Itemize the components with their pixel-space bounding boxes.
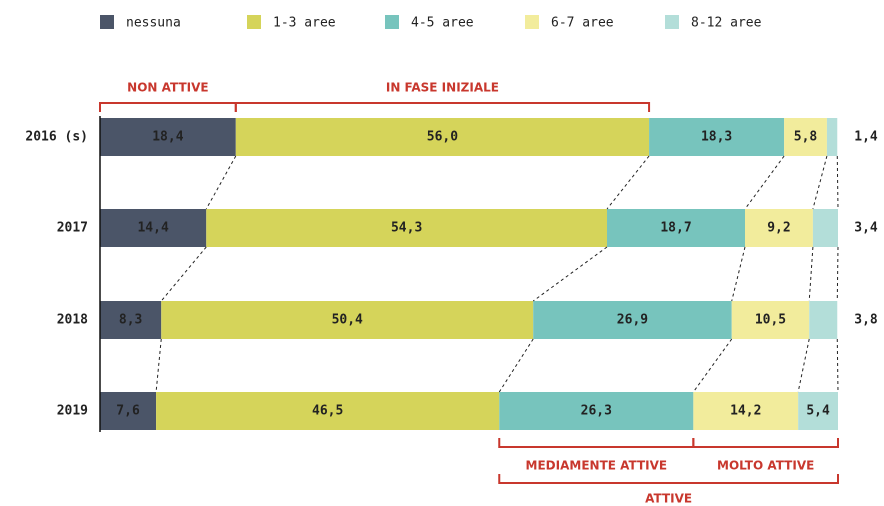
value-label: 14,4: [137, 221, 168, 236]
bar-segment: [499, 392, 694, 430]
bar-segment: [533, 301, 732, 339]
value-label: 26,9: [617, 313, 648, 328]
bracket: [498, 438, 695, 448]
category-label: 2019: [57, 404, 88, 419]
bracket: [498, 474, 839, 484]
connector: [532, 246, 608, 302]
legend-swatch: [100, 15, 114, 29]
value-label: 14,2: [730, 404, 761, 419]
bar-segment: [731, 301, 810, 339]
annotation: NON ATTIVE: [127, 81, 208, 95]
bar-segment: [235, 118, 650, 156]
value-label: 8,3: [119, 313, 142, 328]
connector: [797, 338, 810, 393]
legend-label: 1-3 aree: [273, 16, 336, 31]
bar-segment: [745, 209, 813, 247]
annotation: ATTIVE: [645, 492, 692, 506]
bar-segment: [649, 118, 785, 156]
bar-segment: [607, 209, 746, 247]
bar-segment: [100, 118, 236, 156]
value-label: 18,4: [152, 130, 183, 145]
bar-segment: [693, 392, 799, 430]
category-label: 2018: [57, 313, 88, 328]
value-label: 46,5: [312, 404, 343, 419]
legend-label: 6-7 aree: [551, 16, 614, 31]
category-label: 2016 (s): [25, 130, 88, 145]
value-label: 10,5: [755, 313, 786, 328]
connector: [155, 338, 162, 393]
bar-segment: [784, 118, 827, 156]
value-label: 7,6: [116, 404, 140, 419]
value-label: 9,2: [767, 221, 790, 236]
bar-segment: [100, 209, 207, 247]
bracket: [692, 438, 839, 448]
value-label: 54,3: [391, 221, 422, 236]
value-label: 1,4: [854, 130, 878, 145]
legend-swatch: [247, 15, 261, 29]
connector: [606, 155, 650, 210]
bracket: [99, 102, 237, 112]
annotation: MOLTO ATTIVE: [717, 459, 814, 473]
bracket: [234, 102, 651, 112]
value-label: 26,3: [581, 404, 612, 419]
value-label: 3,8: [854, 313, 878, 328]
connector: [836, 338, 839, 393]
value-label: 18,3: [701, 130, 732, 145]
connector: [836, 155, 839, 210]
value-label: 5,8: [794, 130, 818, 145]
annotation: MEDIAMENTE ATTIVE: [526, 459, 668, 473]
connector: [205, 155, 237, 210]
bar-segment: [100, 392, 157, 430]
bar-segment: [156, 392, 500, 430]
bar-segment: [100, 301, 162, 339]
legend-label: 8-12 aree: [691, 16, 762, 31]
bar-segment: [161, 301, 534, 339]
bar-segment: [826, 118, 838, 156]
connector: [692, 338, 733, 393]
bar-segment: [206, 209, 608, 247]
legend-label: nessuna: [126, 16, 181, 31]
bar-segment: [798, 392, 838, 430]
value-label: 3,4: [854, 221, 878, 236]
connector: [744, 155, 785, 210]
annotation: IN FASE INIZIALE: [386, 81, 499, 95]
legend-swatch: [665, 15, 679, 29]
connector: [812, 155, 828, 210]
bar-segment: [812, 209, 838, 247]
connector: [160, 246, 207, 302]
value-label: 56,0: [427, 130, 458, 145]
connector: [808, 246, 814, 302]
bar-segment: [809, 301, 838, 339]
category-label: 2017: [57, 221, 88, 236]
legend-swatch: [385, 15, 399, 29]
connector: [498, 338, 534, 393]
value-label: 50,4: [332, 313, 363, 328]
connector: [836, 246, 839, 302]
legend-swatch: [525, 15, 539, 29]
legend-label: 4-5 aree: [411, 16, 474, 31]
connector: [731, 246, 746, 302]
value-label: 5,4: [806, 404, 830, 419]
value-label: 18,7: [660, 221, 691, 236]
